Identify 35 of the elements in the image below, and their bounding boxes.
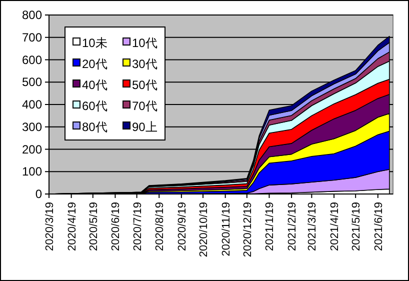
x-tick-label: 2021/6/19 — [372, 202, 385, 251]
x-tick-label: 2021/1/19 — [264, 202, 276, 251]
legend-label: 90上 — [132, 120, 158, 134]
x-tick-label: 2021/2/19 — [286, 202, 299, 251]
legend-label: 50代 — [132, 78, 158, 92]
x-tick-label: 2020/4/19 — [66, 202, 78, 251]
legend-label: 80代 — [82, 120, 108, 134]
x-tick-label: 2020/5/19 — [88, 202, 100, 251]
x-tick-label: 2020/12/19 — [242, 202, 254, 258]
y-tick-label: 700 — [22, 30, 42, 44]
legend-label: 10代 — [132, 36, 158, 50]
legend-label: 60代 — [82, 99, 108, 113]
x-tick-label: 2021/4/19 — [328, 202, 341, 251]
y-tick-label: 500 — [22, 75, 42, 90]
y-tick-label: 600 — [22, 52, 42, 67]
y-tick-label: 800 — [22, 8, 42, 22]
legend-label: 30代 — [132, 57, 158, 71]
y-tick-label: 300 — [22, 120, 42, 134]
y-tick-label: 200 — [22, 142, 42, 156]
x-tick-label: 2020/7/19 — [132, 202, 144, 251]
x-tick-label: 2020/11/19 — [220, 202, 232, 256]
x-tick-label: 2020/6/19 — [110, 202, 122, 251]
x-tick-label: 2020/9/19 — [176, 202, 188, 251]
legend-label: 20代 — [82, 57, 108, 71]
x-tick-label: 2020/8/19 — [154, 202, 166, 251]
y-tick-label: 0 — [35, 187, 42, 201]
y-tick-label: 400 — [22, 98, 42, 112]
x-tick-label: 2021/3/19 — [306, 202, 319, 251]
legend-label: 70代 — [132, 99, 158, 113]
legend-label: 10未 — [82, 36, 108, 50]
x-tick-label: 2021/5/19 — [350, 202, 363, 251]
y-tick-label: 100 — [22, 164, 42, 179]
x-tick-label: 2020/10/19 — [198, 202, 210, 258]
x-tick-label: 2020/3/19 — [44, 202, 56, 251]
legend-label: 40代 — [82, 78, 108, 92]
